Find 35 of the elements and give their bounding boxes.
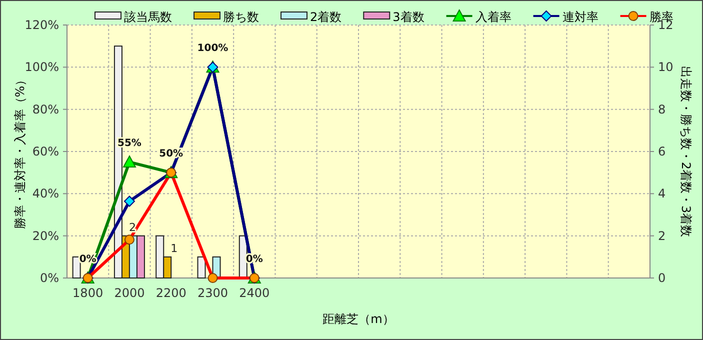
x-tick-label: 1800 [72, 286, 104, 300]
y2-tick-label: 2 [658, 228, 666, 243]
bar [72, 256, 81, 278]
data-label: 2 [128, 220, 136, 234]
y-tick-label: 20% [32, 228, 59, 243]
y-axis-title: 勝率・連対率・入着率（%） [13, 74, 27, 230]
y-tick-label: 100% [24, 60, 59, 74]
x-tick-label: 2200 [156, 286, 186, 300]
data-label: 1 [170, 242, 178, 255]
y2-tick-label: 10 [658, 60, 674, 74]
legend-label: 連対率 [562, 10, 598, 24]
x-axis-title: 距離芝（m） [322, 312, 394, 326]
legend-label: 勝ち数 [223, 10, 259, 24]
x-tick-label: 2000 [114, 286, 145, 300]
y2-tick-label: 8 [658, 102, 666, 116]
y-tick-label: 40% [32, 186, 59, 201]
y-tick-label: 0% [40, 271, 59, 285]
y2-axis-title: 出走数・勝ち数・2着数・3着数 [679, 66, 693, 238]
data-label: 100% [197, 43, 228, 54]
legend-label: 勝率 [649, 10, 674, 24]
x-tick-label: 2300 [197, 286, 228, 300]
y-tick-label: 120% [24, 18, 59, 32]
y2-tick-label: 4 [658, 186, 666, 201]
legend-label: 2着数 [310, 10, 342, 24]
y2-tick-label: 0 [658, 271, 666, 285]
y-tick-label: 60% [32, 144, 59, 158]
point [124, 196, 135, 207]
y-tick-label: 80% [32, 102, 59, 116]
y2-tick-label: 6 [658, 144, 666, 158]
point [122, 156, 136, 168]
x-tick-label: 2400 [239, 286, 270, 300]
legend-label: 入着率 [475, 10, 512, 24]
legend-label: 該当馬数 [124, 10, 172, 24]
legend-label: 3着数 [392, 10, 424, 24]
bar [197, 256, 206, 278]
